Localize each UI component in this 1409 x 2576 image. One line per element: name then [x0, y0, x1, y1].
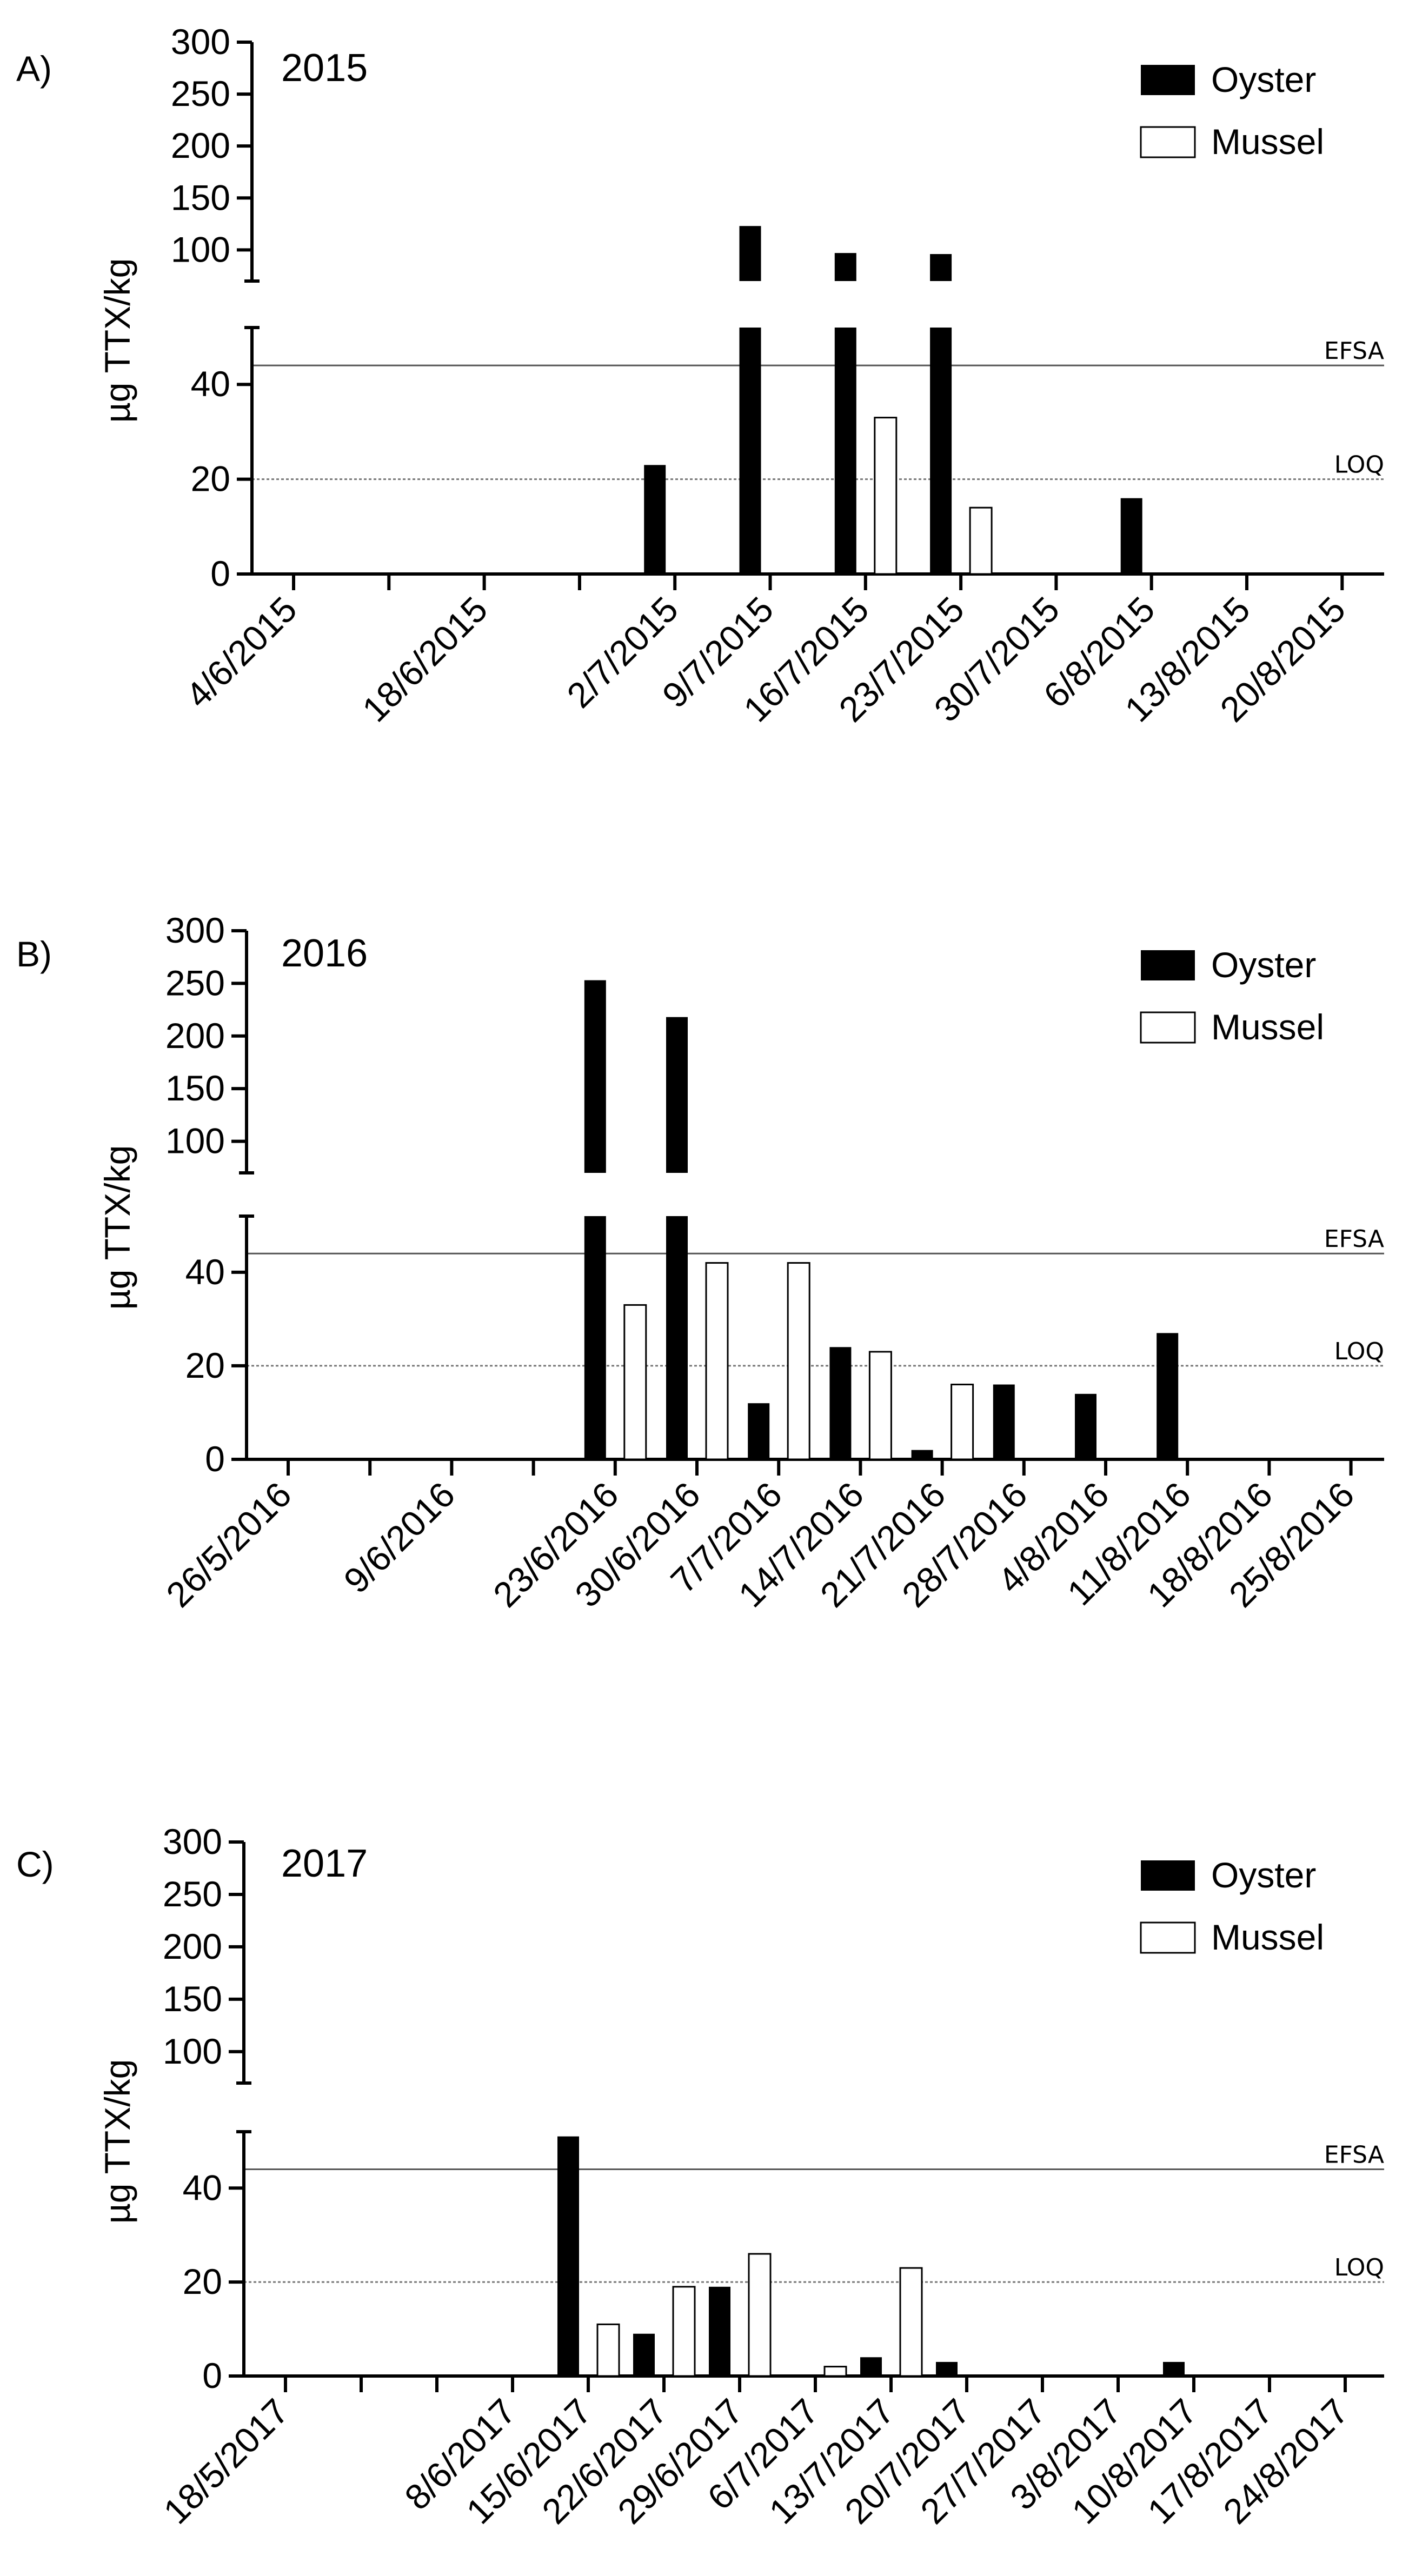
oyster-bar [644, 465, 666, 574]
legend-swatch-oyster [1141, 1860, 1195, 1891]
oyster-bar [911, 1450, 933, 1459]
chart-panel-2016: B) 2016 µg TTX/kg EFSA LOQ 100 150 200 250 300 0 20… [16, 910, 1384, 1615]
y-tick-label: 300 [165, 910, 225, 950]
chart-panel-2017: C) 2017 µg TTX/kg EFSA LOQ 100 150 200 250 300 0 20… [16, 1821, 1384, 2532]
x-tick-label: 18/5/2017 [156, 2391, 296, 2532]
chart-title: 2015 [281, 46, 368, 90]
oyster-bar-upper-segment [739, 226, 761, 281]
oyster-bar [557, 2136, 579, 2376]
loq-label: LOQ [1334, 1338, 1384, 1365]
panel-letter: B) [16, 934, 52, 974]
legend-label-mussel: Mussel [1211, 1917, 1324, 1957]
chart-title: 2017 [281, 1842, 368, 1885]
mussel-bar [623, 1304, 647, 1460]
efsa-label: EFSA [1324, 1225, 1384, 1253]
y-tick-label: 0 [202, 2355, 222, 2395]
mussel-bar [951, 1384, 974, 1460]
oyster-bar [936, 2361, 958, 2376]
oyster-bar-lower-segment [584, 1216, 606, 1459]
oyster-bar [748, 1403, 770, 1459]
y-tick-label: 40 [185, 1252, 225, 1292]
legend-swatch-oyster [1141, 65, 1195, 95]
y-tick-label: 150 [163, 1979, 222, 2019]
oyster-bar [709, 2286, 730, 2376]
legend-swatch-oyster [1141, 950, 1195, 980]
legend-label-oyster: Oyster [1211, 1855, 1316, 1895]
y-tick-label: 100 [163, 2031, 222, 2071]
oyster-bar [1157, 1333, 1179, 1459]
y-axis-label: µg TTX/kg [97, 2059, 137, 2224]
oyster-bar-upper-segment [834, 253, 856, 281]
mussel-bar [748, 2253, 772, 2377]
y-tick-label: 200 [171, 125, 230, 165]
mussel-bar [596, 2323, 620, 2377]
y-tick-label: 20 [185, 1345, 225, 1385]
mussel-bar [969, 506, 993, 575]
y-tick-label: 300 [171, 22, 230, 62]
oyster-bar-lower-segment [739, 328, 761, 574]
oyster-bar [1163, 2361, 1185, 2376]
y-tick-label: 40 [191, 364, 230, 404]
legend-label-oyster: Oyster [1211, 59, 1316, 99]
efsa-label: EFSA [1324, 2141, 1384, 2169]
legend-label-mussel: Mussel [1211, 122, 1324, 162]
y-tick-label: 300 [163, 1821, 222, 1861]
oyster-bar [1120, 498, 1142, 574]
x-tick-label: 4/6/2015 [178, 589, 304, 716]
y-tick-label: 100 [171, 229, 230, 269]
oyster-bar [829, 1347, 852, 1459]
y-tick-label: 20 [191, 459, 230, 499]
legend-swatch-mussel [1140, 1921, 1196, 1954]
oyster-bar-upper-segment [584, 980, 606, 1173]
x-tick-label: 26/5/2016 [158, 1474, 299, 1615]
legend-swatch-mussel [1140, 126, 1196, 158]
oyster-bar-upper-segment [666, 1017, 688, 1173]
mussel-bar [705, 1262, 729, 1460]
y-tick-label: 0 [210, 553, 230, 593]
panel-letter: C) [16, 1844, 54, 1884]
y-tick-label: 40 [183, 2167, 222, 2207]
oyster-bar [860, 2357, 882, 2376]
y-tick-label: 250 [163, 1874, 222, 1914]
legend-label-mussel: Mussel [1211, 1007, 1324, 1047]
x-tick-label: 18/6/2015 [355, 589, 495, 730]
mussel-bar [672, 2286, 696, 2377]
y-tick-label: 150 [165, 1068, 225, 1108]
chart-title: 2016 [281, 932, 368, 975]
legend-label-oyster: Oyster [1211, 945, 1316, 985]
x-tick-label: 9/6/2016 [336, 1474, 462, 1601]
oyster-bar-lower-segment [930, 328, 952, 574]
oyster-bar [633, 2333, 655, 2376]
oyster-bar [993, 1384, 1015, 1459]
y-tick-label: 100 [165, 1121, 225, 1161]
oyster-bar-lower-segment [834, 328, 856, 574]
chart-panel-2015: A) 2015 µg TTX/kg EFSA LOQ 100 150 200 250 300 0 20… [16, 22, 1384, 730]
mussel-bar [868, 1351, 892, 1460]
mussel-bar [787, 1262, 810, 1460]
loq-label: LOQ [1334, 451, 1384, 479]
mussel-bar [899, 2267, 923, 2377]
oyster-bar-lower-segment [666, 1216, 688, 1459]
panel-letter: A) [16, 49, 52, 89]
y-axis-label: µg TTX/kg [97, 258, 137, 423]
y-tick-label: 200 [163, 1926, 222, 1966]
y-tick-label: 150 [171, 177, 230, 217]
mussel-bar [874, 417, 898, 575]
y-tick-label: 250 [171, 74, 230, 114]
y-tick-label: 20 [183, 2261, 222, 2301]
mussel-bar [823, 2366, 847, 2377]
oyster-bar [1075, 1393, 1096, 1459]
oyster-bar-upper-segment [930, 254, 952, 281]
loq-label: LOQ [1334, 2254, 1384, 2281]
y-tick-label: 250 [165, 963, 225, 1003]
y-tick-label: 200 [165, 1016, 225, 1056]
legend-swatch-mussel [1140, 1011, 1196, 1044]
efsa-label: EFSA [1324, 337, 1384, 365]
y-tick-label: 0 [205, 1439, 225, 1479]
y-axis-label: µg TTX/kg [97, 1145, 137, 1310]
